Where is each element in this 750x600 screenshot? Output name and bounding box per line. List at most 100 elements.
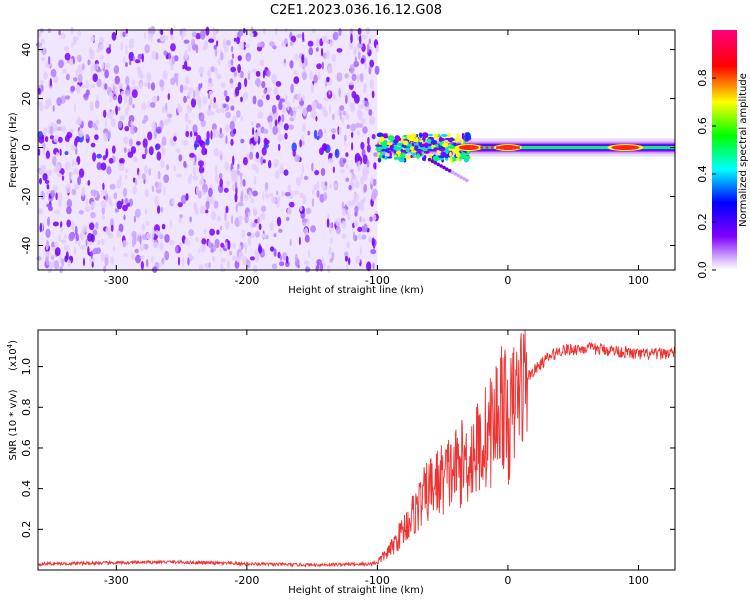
noise-blob [136, 66, 142, 73]
signal-turbulence [435, 144, 439, 147]
noise-blob [233, 128, 237, 135]
noise-blob [248, 190, 252, 199]
noise-blob [73, 168, 79, 175]
noise-blob [293, 190, 300, 195]
noise-blob [147, 82, 151, 90]
noise-blob [119, 175, 122, 182]
spectrogram-y-ticks: -40 -20 0 20 40 [20, 43, 675, 255]
spectrogram-y-label: Frequency (Hz) [8, 112, 19, 188]
noise-blob [47, 28, 52, 34]
noise-blob [210, 248, 214, 253]
noise-blob [132, 185, 137, 195]
noise-blob [164, 250, 170, 261]
noise-blob [187, 257, 190, 266]
spec-y-tick-label: 0 [20, 144, 33, 151]
noise-blob [38, 136, 45, 144]
noise-blob [233, 37, 237, 42]
noise-blob [366, 261, 372, 272]
noise-blob [134, 178, 138, 186]
signal-turbulence [405, 155, 411, 160]
noise-blob [206, 130, 210, 141]
noise-blob [125, 49, 128, 55]
noise-blob [297, 105, 303, 110]
noise-blob [153, 129, 157, 139]
noise-blob [235, 86, 240, 97]
signal-turbulence [433, 136, 440, 139]
noise-blob [114, 75, 121, 85]
noise-blob [360, 58, 365, 64]
noise-blob [152, 241, 159, 249]
noise-blob [45, 251, 51, 257]
noise-blob [214, 104, 219, 109]
noise-blob [242, 91, 249, 101]
noise-blob [167, 113, 173, 119]
noise-blob [235, 110, 241, 118]
noise-blob [75, 161, 78, 166]
noise-blob [237, 163, 240, 170]
noise-blob [134, 59, 141, 64]
noise-blob [80, 230, 85, 241]
noise-blob [128, 95, 133, 106]
noise-blob [254, 248, 260, 258]
noise-blob [356, 73, 360, 83]
noise-blob [346, 262, 349, 271]
noise-blob [87, 120, 94, 129]
colorbar-tick-label: 0.0 [696, 261, 709, 279]
noise-blob [189, 255, 195, 261]
noise-blob [59, 148, 62, 156]
noise-blob [100, 200, 107, 209]
noise-blob [125, 62, 128, 68]
noise-blob [224, 161, 229, 171]
noise-blob [117, 94, 123, 104]
noise-blob [130, 252, 136, 261]
noise-blob [362, 34, 368, 40]
noise-blob [341, 117, 345, 124]
noise-blob [321, 61, 324, 70]
signal-turbulence [411, 150, 417, 153]
signal-peak [611, 145, 640, 151]
noise-blob [89, 49, 95, 60]
signal-turbulence [463, 157, 469, 163]
signal-turbulence [460, 138, 464, 145]
noise-blob [362, 154, 368, 165]
noise-blob [261, 94, 265, 100]
noise-blob [311, 100, 317, 111]
noise-blob [306, 217, 310, 226]
signal-turbulence [382, 155, 385, 159]
noise-blob [177, 103, 182, 114]
spec-y-tick-label: -40 [20, 237, 33, 255]
noise-blob [165, 164, 170, 171]
noise-blob [111, 145, 116, 154]
noise-blob [295, 254, 298, 262]
noise-blob [257, 99, 264, 108]
noise-blob [213, 29, 218, 36]
noise-blob [323, 53, 327, 59]
noise-blob [132, 156, 138, 163]
noise-blob [253, 180, 257, 185]
noise-blob [281, 114, 285, 123]
noise-blob [360, 175, 364, 185]
noise-blob [135, 254, 142, 264]
noise-blob [213, 97, 216, 103]
noise-blob [250, 198, 255, 204]
noise-blob [332, 31, 339, 41]
noise-blob [184, 76, 190, 85]
noise-blob [113, 65, 120, 75]
noise-blob [199, 29, 206, 40]
noise-blob [350, 123, 357, 132]
noise-blob [354, 180, 360, 189]
noise-blob [121, 198, 124, 205]
noise-blob [345, 163, 348, 170]
noise-blob [258, 245, 263, 254]
signal-turbulence [387, 142, 393, 146]
noise-blob [160, 35, 165, 42]
noise-blob [338, 87, 342, 98]
noise-blob [145, 80, 148, 87]
noise-blob [124, 126, 130, 132]
noise-blob [198, 160, 204, 167]
noise-blob [138, 171, 141, 180]
spec-y-tick-label: -20 [20, 188, 33, 206]
noise-blob [263, 128, 269, 135]
noise-blob [193, 202, 198, 211]
noise-blob [280, 190, 285, 197]
